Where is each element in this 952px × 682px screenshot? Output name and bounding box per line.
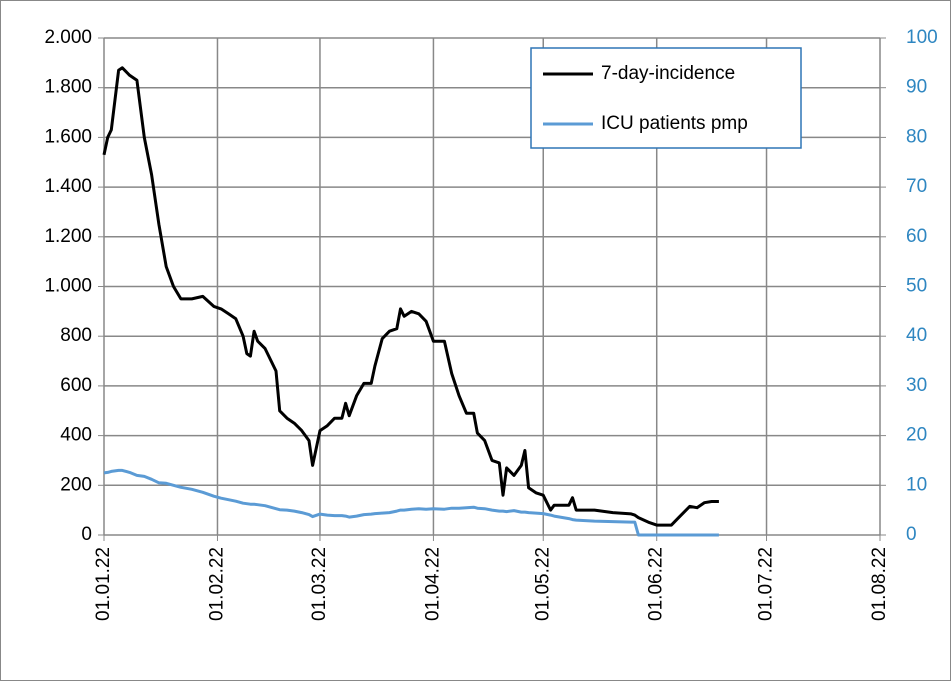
y-tick-label: 0	[81, 524, 92, 545]
x-tick-label: 01.04.22	[422, 547, 443, 621]
line-series	[103, 468, 719, 537]
y-tick-label: 1.600	[44, 126, 92, 147]
y-tick-label: 600	[60, 375, 92, 396]
y-tick-label: 400	[60, 425, 92, 446]
y-tick-label: 1.000	[44, 276, 92, 297]
x-tick-label: 01.05.22	[532, 547, 553, 621]
plot-frame	[103, 37, 881, 536]
y-tick-label: 1.800	[44, 77, 92, 98]
x-tick-label: 01.08.22	[869, 547, 890, 621]
x-tick-label: 01.06.22	[646, 547, 667, 621]
y2-tick-label: 90	[906, 77, 927, 98]
y2-tick-label: 40	[906, 325, 927, 346]
y2-tick-label: 0	[906, 524, 917, 545]
x-tick-label: 01.01.22	[93, 547, 114, 621]
y2-tick-label: 10	[906, 474, 927, 495]
y2-tick-label: 20	[906, 425, 927, 446]
y2-tick-label: 30	[906, 375, 927, 396]
y2-tick-label: 70	[906, 176, 927, 197]
y-tick-label: 800	[60, 325, 92, 346]
x-tick-label: 01.07.22	[756, 547, 777, 621]
y-tick-label: 2.000	[44, 27, 92, 48]
y2-tick-label: 50	[906, 276, 927, 297]
y2-tick-label: 100	[906, 27, 938, 48]
y2-tick-label: 80	[906, 126, 927, 147]
line-series	[102, 66, 719, 527]
y-tick-label: 1.400	[44, 176, 92, 197]
y2-tick-label: 60	[906, 226, 927, 247]
legend-label: ICU patients pmp	[601, 113, 748, 134]
y-tick-label: 1.200	[44, 226, 92, 247]
x-tick-label: 01.03.22	[309, 547, 330, 621]
legend-label: 7-day-incidence	[601, 63, 735, 84]
x-tick-label: 01.02.22	[206, 547, 227, 621]
legend-box	[530, 47, 802, 149]
y-tick-label: 200	[60, 474, 92, 495]
